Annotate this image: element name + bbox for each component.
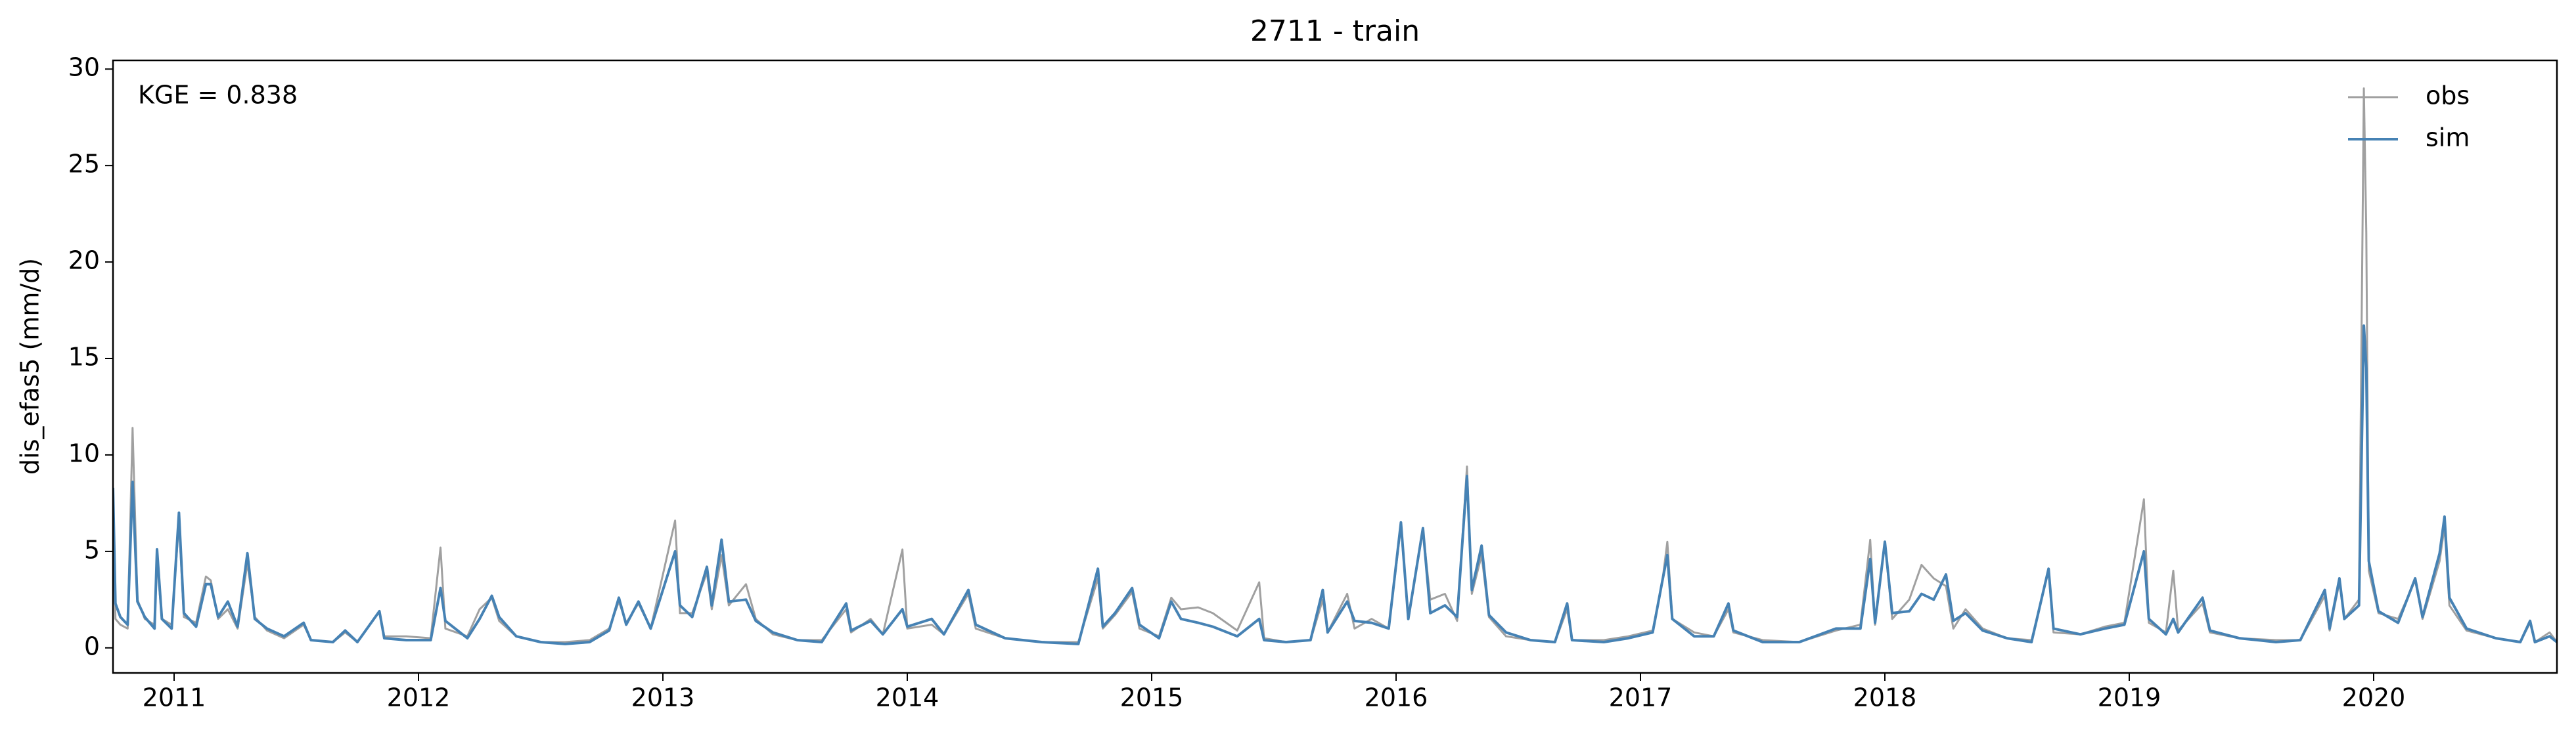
y-tick-label: 20 <box>68 246 100 275</box>
series-line <box>113 324 2557 645</box>
y-tick-label: 25 <box>68 150 100 179</box>
x-tick-label: 2017 <box>1609 683 1673 712</box>
legend-label: obs <box>2426 81 2470 110</box>
y-tick-label: 5 <box>84 535 100 564</box>
x-tick-label: 2018 <box>1853 683 1917 712</box>
y-tick-label: 30 <box>68 53 100 82</box>
x-tick-label: 2011 <box>143 683 206 712</box>
chart-title: 2711 - train <box>1250 14 1420 48</box>
x-tick-label: 2020 <box>2342 683 2406 712</box>
legend-label: sim <box>2426 123 2470 152</box>
y-tick-label: 10 <box>68 439 100 467</box>
x-tick-label: 2019 <box>2098 683 2161 712</box>
x-tick-label: 2014 <box>876 683 939 712</box>
annotation: KGE = 0.838 <box>138 81 298 110</box>
y-tick-label: 0 <box>84 632 100 660</box>
x-tick-label: 2016 <box>1365 683 1428 712</box>
x-tick-label: 2013 <box>631 683 695 712</box>
y-tick-label: 15 <box>68 343 100 372</box>
x-tick-label: 2015 <box>1120 683 1184 712</box>
x-tick-label: 2012 <box>387 683 451 712</box>
y-axis-label: dis_efas5 (mm/d) <box>16 258 45 475</box>
plot-frame <box>112 59 2558 674</box>
